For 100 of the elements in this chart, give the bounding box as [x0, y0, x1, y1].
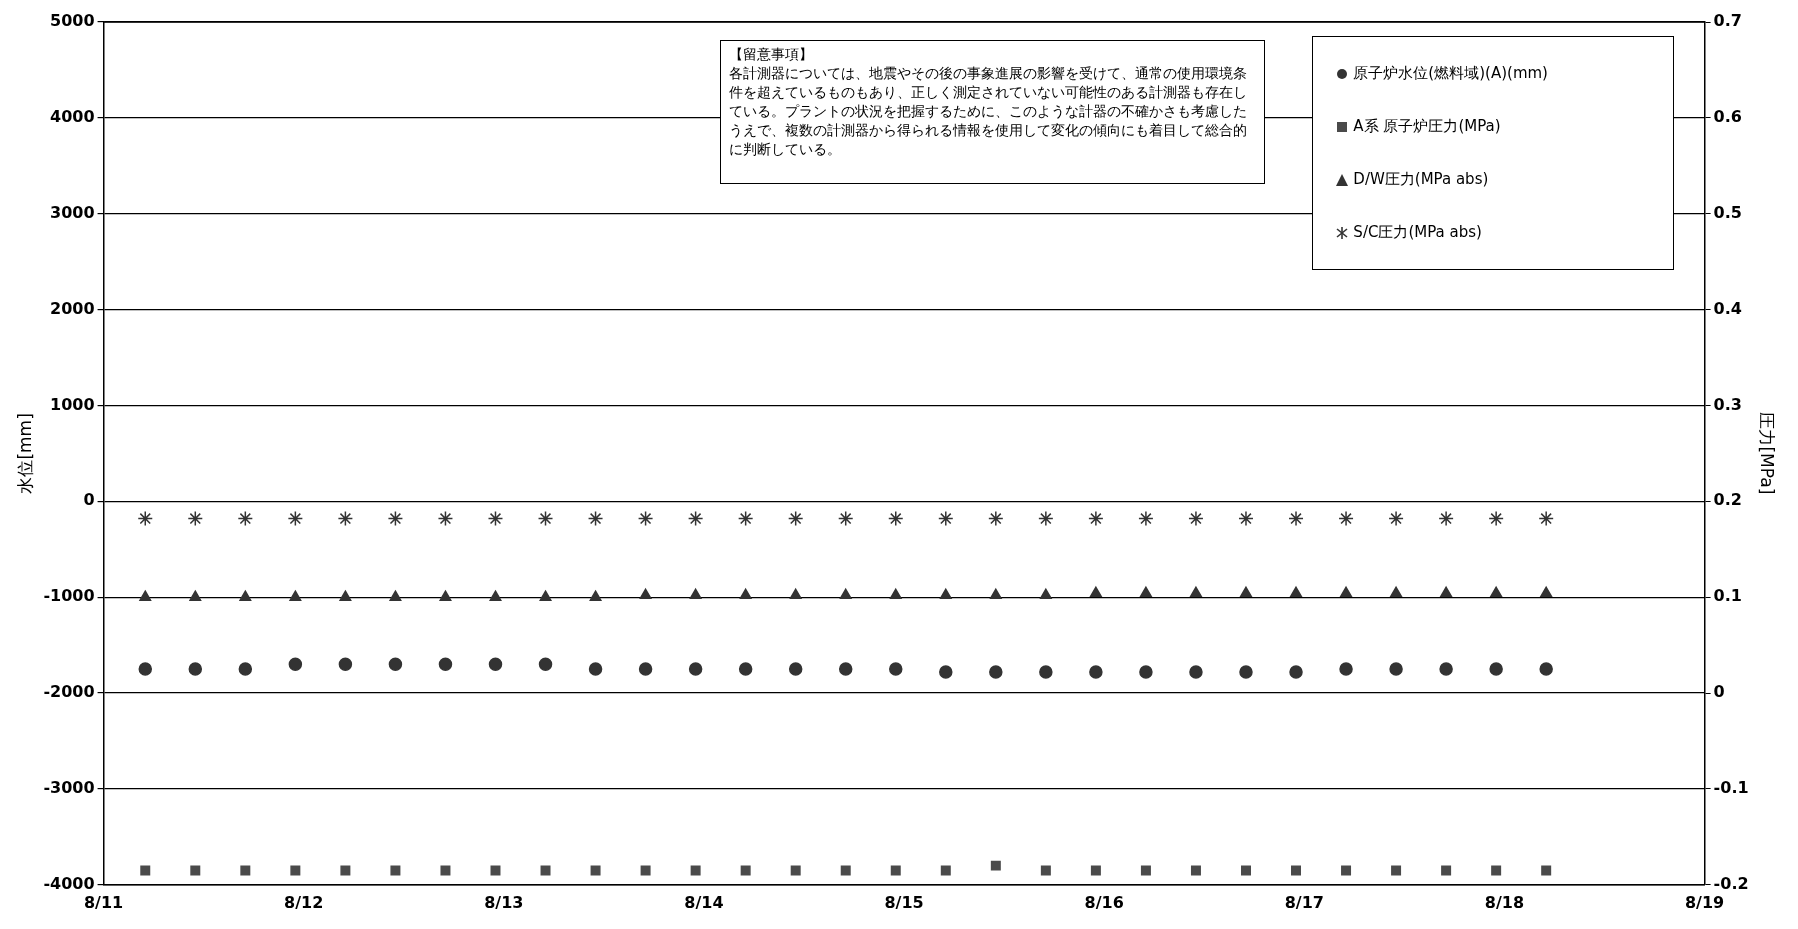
- y-tick-label: -1000: [43, 586, 95, 606]
- point: [239, 590, 252, 601]
- point: [1441, 865, 1452, 876]
- point: [437, 510, 454, 527]
- point: [1039, 588, 1052, 600]
- y2-tick-label: 0.4: [1713, 298, 1742, 318]
- point: [1088, 510, 1104, 527]
- point: [240, 865, 251, 876]
- point: [988, 510, 1004, 527]
- point: [137, 510, 154, 527]
- x-tick-label: 8/12: [284, 892, 324, 912]
- x-tick-label: 8/16: [1084, 892, 1124, 912]
- point: [190, 865, 201, 876]
- point: [1238, 510, 1254, 527]
- point: [939, 588, 952, 600]
- point: [940, 865, 951, 876]
- point: [1291, 865, 1302, 876]
- point: [989, 588, 1002, 600]
- note-box: 【留意事項】 各計測器については、地震やその後の事象進展の影響を受けて、通常の使用環境条件を超えているものもあり、正しく測定されていない可能性のある計測器も存在している。プラントの状況を把握するために、このような計器の不確かさも考慮したうえで、複数の計測器から得られる情報を使用して変化の傾向にも着目して総合的に判断している。: [719, 40, 1265, 184]
- y2-tick-label: 0.6: [1713, 107, 1742, 127]
- point: [1538, 510, 1554, 527]
- point: [740, 865, 751, 876]
- point: [339, 590, 352, 601]
- y2-tick-label: 0.2: [1713, 490, 1742, 510]
- point: [889, 588, 902, 600]
- x-tick-label: 8/13: [484, 892, 524, 912]
- point: [689, 588, 702, 600]
- point: [539, 590, 552, 601]
- y-tick-label: 3000: [50, 202, 95, 222]
- point: [540, 865, 551, 876]
- y-axis-title: 水位[mm]: [14, 413, 35, 494]
- point: [839, 588, 852, 600]
- y2-tick-label: -0.2: [1713, 873, 1749, 893]
- point: [737, 510, 754, 527]
- point: [1240, 586, 1252, 598]
- y2-tick-label: 0: [1713, 682, 1725, 702]
- y2-tick-label: -0.1: [1713, 778, 1749, 798]
- point: [140, 865, 151, 876]
- point: [1288, 510, 1304, 527]
- point: [1541, 865, 1552, 876]
- point: [237, 510, 254, 527]
- point: [1438, 510, 1454, 527]
- point: [187, 510, 204, 527]
- point: [1090, 865, 1101, 876]
- annotation: 各計測器については、地震やその後の事象進展の影響を受けて、通常の使用環境条件を超えているものもあり、正しく測定されていない可能性のある計測器も存在している。プラントの状況を把握するために、このような計器の不確かさも考慮したうえで、複数の計測器から得られる情報を使用して変化の傾向にも着目して総合的に判断している。: [728, 64, 1248, 159]
- point: [1139, 586, 1152, 598]
- point: [837, 510, 854, 527]
- point: [390, 865, 401, 876]
- x-tick-label: 8/18: [1484, 892, 1525, 912]
- point: [739, 588, 752, 600]
- point: [289, 590, 302, 601]
- point: [639, 588, 652, 600]
- y-tick-label: 2000: [50, 298, 95, 318]
- point: [1038, 510, 1054, 527]
- y-tick-label: -2000: [43, 682, 95, 702]
- point: [640, 865, 651, 876]
- y2-tick-label: 0.1: [1713, 586, 1742, 606]
- point: [1138, 510, 1154, 527]
- annotation: 【留意事項】: [728, 45, 814, 64]
- point: [589, 590, 602, 601]
- legend-label: 原子炉水位(燃料域)(A)(mm): [1353, 64, 1548, 83]
- point: [637, 510, 654, 527]
- legend-label: S/C圧力(MPa abs): [1353, 223, 1482, 242]
- point: [189, 590, 202, 601]
- point: [1488, 510, 1504, 527]
- point: [1338, 510, 1354, 527]
- point: [590, 865, 601, 876]
- point: [340, 865, 351, 876]
- point: [1491, 865, 1502, 876]
- point: [1290, 586, 1302, 598]
- point: [139, 590, 152, 601]
- y-tick-label: 4000: [50, 107, 95, 127]
- x-tick-label: 8/15: [884, 892, 924, 912]
- point: [840, 865, 851, 876]
- point: [1490, 586, 1503, 598]
- point: [787, 510, 804, 527]
- y2-tick-label: 0.5: [1713, 202, 1742, 222]
- point: [1391, 865, 1402, 876]
- x-tick-label: 8/14: [684, 892, 724, 912]
- x-tick-label: 8/19: [1684, 892, 1725, 912]
- point: [790, 865, 801, 876]
- y2-tick-label: 0.7: [1713, 11, 1742, 31]
- point: [290, 865, 301, 876]
- point: [1340, 586, 1352, 598]
- point: [439, 590, 452, 601]
- y-tick-label: 1000: [50, 394, 95, 414]
- point: [690, 865, 701, 876]
- x-tick-label: 8/17: [1284, 892, 1324, 912]
- point: [587, 510, 604, 527]
- point: [990, 860, 1001, 871]
- point: [489, 590, 502, 601]
- point: [490, 865, 501, 876]
- point: [1390, 586, 1403, 598]
- point: [1089, 586, 1102, 598]
- point: [890, 865, 901, 876]
- y2-tick-label: 0.3: [1713, 394, 1742, 414]
- y-tick-label: -3000: [43, 778, 95, 798]
- point: [938, 510, 954, 527]
- point: [1188, 510, 1204, 527]
- point: [537, 510, 554, 527]
